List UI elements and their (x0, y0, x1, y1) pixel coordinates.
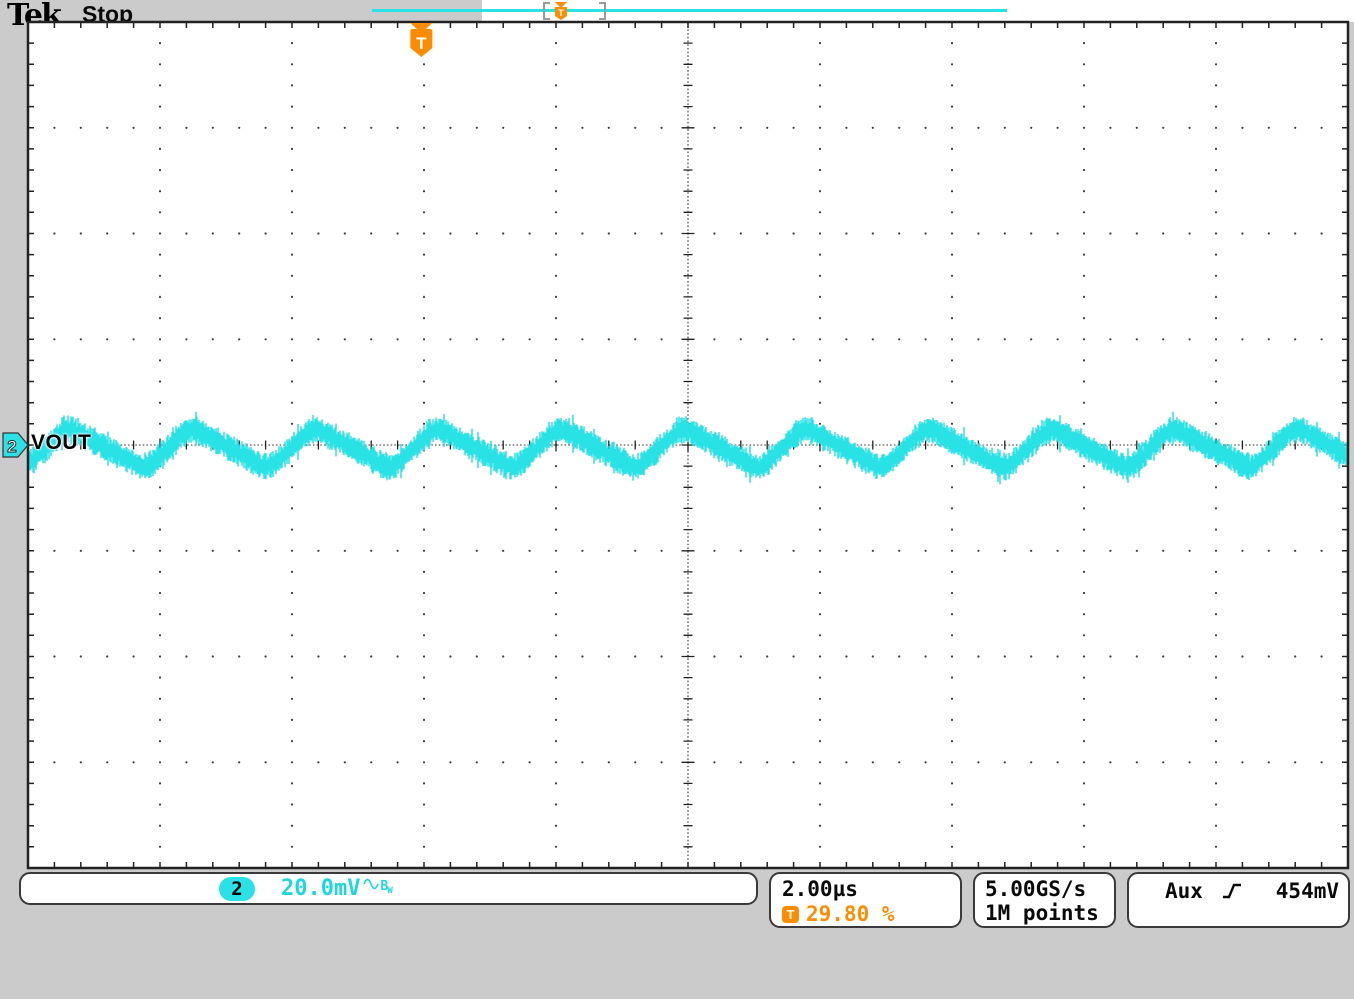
channel2-ground-marker (2, 432, 29, 458)
channel2-scale: 20.0mV (281, 876, 361, 901)
record-trigger-t: T (558, 8, 564, 18)
record-trigger-marker (555, 2, 567, 8)
trigger-source: Aux (1165, 879, 1203, 903)
acquisition-readout[interactable]: 5.00GS/s 1M points (973, 872, 1116, 928)
trigger-position-marker (410, 23, 433, 33)
sample-rate: 5.00GS/s (985, 877, 1087, 901)
timebase-scale: 2.00µs (782, 877, 858, 901)
waveform-label: VOUT (31, 431, 92, 454)
trigger-t-icon: T (782, 905, 799, 923)
record-window-bracket-left (543, 2, 550, 20)
channel2-ground-marker-label: 2 (7, 437, 16, 456)
channel2-readout[interactable]: 2 20.0mV BW (19, 872, 758, 905)
record-length: 1M points (985, 901, 1099, 925)
trigger-position-t: T (416, 34, 427, 53)
trigger-position: 29.80 % (806, 902, 895, 926)
bandwidth-limit-icon: BW (380, 879, 393, 896)
ac-coupling-icon (363, 878, 380, 889)
channel2-badge: 2 (219, 876, 255, 901)
horizontal-readout[interactable]: 2.00µs T 29.80 % (769, 872, 962, 928)
trigger-readout[interactable]: Aux 454mV (1127, 872, 1350, 928)
waveform-core (28, 428, 1348, 469)
trigger-level: 454mV (1275, 879, 1339, 903)
rising-edge-icon (1223, 883, 1241, 899)
record-view-waveform-bar (372, 9, 1007, 12)
record-window-bracket-right (599, 2, 606, 20)
